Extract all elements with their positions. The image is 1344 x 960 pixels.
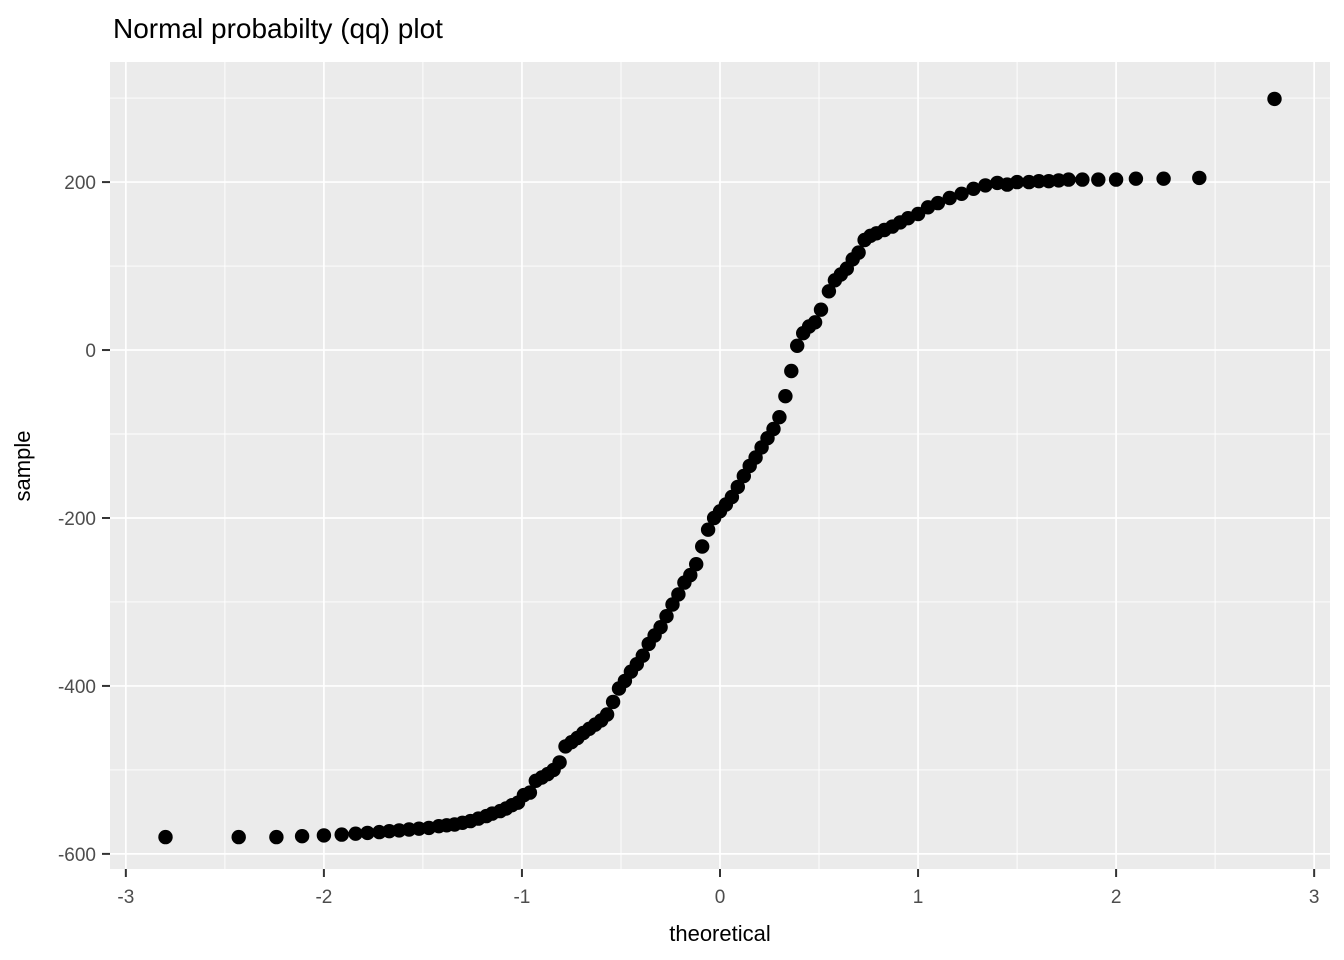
data-point: [730, 479, 745, 495]
data-point: [954, 186, 969, 201]
scatter-points: [158, 91, 1282, 845]
y-tick-label: 200: [64, 173, 96, 194]
axis-ticks: [102, 181, 1316, 877]
data-point: [522, 785, 538, 800]
data-point: [269, 829, 284, 845]
data-point: [158, 829, 173, 845]
x-axis-title: theoretical: [669, 921, 771, 946]
data-point: [821, 284, 837, 299]
x-tick-label: -3: [117, 887, 134, 908]
data-point: [695, 539, 710, 554]
data-point: [807, 315, 823, 330]
data-point: [930, 195, 946, 211]
data-point: [784, 363, 799, 379]
data-point: [1128, 171, 1144, 186]
data-point: [813, 302, 829, 317]
data-point: [316, 828, 332, 843]
chart-title: Normal probabilty (qq) plot: [113, 13, 443, 44]
data-point: [851, 245, 866, 260]
data-point: [360, 825, 375, 841]
data-point: [766, 421, 781, 437]
data-point: [294, 829, 310, 844]
data-point: [1009, 174, 1025, 190]
data-point: [348, 826, 363, 841]
data-point: [790, 338, 805, 353]
data-point: [1267, 91, 1282, 107]
x-tick-label: 2: [1111, 887, 1122, 908]
x-tick-label: 0: [715, 887, 726, 908]
data-point: [1031, 174, 1047, 189]
data-point: [966, 181, 981, 196]
x-tick-label: 1: [913, 887, 924, 908]
data-point: [778, 389, 793, 404]
data-point: [700, 522, 716, 537]
data-point: [1108, 172, 1124, 187]
data-point: [671, 587, 686, 602]
data-point: [1192, 170, 1207, 186]
x-tick-label: -2: [315, 887, 332, 908]
data-point: [683, 567, 698, 583]
x-tick-label: 3: [1309, 887, 1320, 908]
data-point: [978, 178, 993, 193]
data-point: [605, 694, 621, 710]
data-point: [635, 648, 650, 663]
data-point: [1061, 172, 1076, 187]
data-point: [942, 190, 957, 206]
data-point: [1075, 172, 1090, 187]
data-point: [653, 620, 668, 635]
axis-tick-labels: -3 -2 -1 0 1 2 3 200 0 -200 -400 -600: [58, 173, 1319, 908]
major-gridlines: [110, 62, 1330, 869]
y-tick-label: -600: [58, 845, 96, 866]
data-point: [1091, 172, 1106, 187]
y-tick-label: -200: [58, 509, 96, 530]
data-point: [334, 827, 349, 842]
y-tick-label: 0: [85, 341, 96, 362]
data-point: [552, 755, 567, 770]
data-point: [599, 707, 615, 722]
data-point: [659, 609, 674, 624]
data-point: [1156, 171, 1171, 186]
y-axis-title: sample: [10, 431, 35, 502]
y-tick-label: -400: [58, 677, 96, 698]
data-point: [231, 829, 246, 845]
data-point: [689, 557, 704, 572]
data-point: [772, 410, 787, 425]
x-tick-label: -1: [513, 887, 530, 908]
